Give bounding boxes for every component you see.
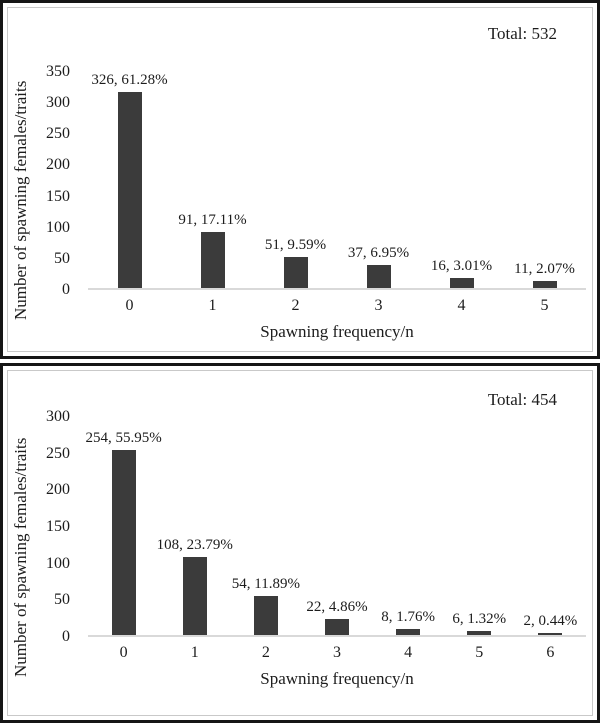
- bar-group: 254, 55.95%: [85, 417, 162, 635]
- bar: [324, 619, 349, 635]
- bar-value-label: 91, 17.11%: [178, 211, 247, 228]
- bar-chart-bottom: Number of spawning females/traits 0 50 100…: [8, 409, 592, 699]
- plot-area: 254, 55.95% 108, 23.79% 54, 11.89% 22, 4.86…: [85, 417, 586, 637]
- plot-column: 254, 55.95% 108, 23.79% 54, 11.89% 22, 4.86…: [78, 417, 592, 689]
- x-tick-label: 2: [261, 644, 270, 661]
- bar-group: 16, 3.01%: [420, 72, 503, 288]
- plot-column: 326, 61.28% 91, 17.11% 51, 9.59% 37, 6.95% 1…: [78, 72, 592, 342]
- bar: [200, 231, 225, 288]
- y-tick-label: 250: [46, 444, 70, 462]
- y-tick-label: 100: [46, 554, 70, 572]
- x-tick-label: 0: [125, 297, 134, 314]
- y-tick-label: 0: [62, 281, 70, 298]
- x-tick-label: 5: [475, 644, 484, 661]
- bar: [538, 633, 563, 635]
- bar-value-label: 11, 2.07%: [514, 261, 575, 278]
- bar-value-label: 326, 61.28%: [91, 72, 168, 88]
- chart-panel-top: Total: 532 Number of spawning females/tr…: [0, 0, 600, 359]
- bar-value-label: 8, 1.76%: [381, 609, 435, 626]
- bar-value-label: 2, 0.44%: [523, 613, 578, 629]
- bar-group: 54, 11.89%: [230, 417, 301, 635]
- y-tick-label: 250: [46, 125, 70, 143]
- bar: [253, 595, 278, 635]
- y-tick-label: 300: [46, 408, 70, 425]
- bar-value-label: 16, 3.01%: [430, 258, 493, 275]
- bar-group: 108, 23.79%: [156, 417, 233, 635]
- bar: [182, 556, 207, 635]
- bar-value-label: 6, 1.32%: [452, 610, 507, 627]
- x-tick-label: 2: [291, 297, 300, 314]
- bar: [532, 281, 557, 288]
- bar-value-label: 54, 11.89%: [231, 575, 300, 592]
- bar-group: 6, 1.32%: [444, 417, 515, 635]
- y-tick-label: 150: [46, 187, 70, 205]
- y-axis-ticks: 0 50 100 150 200 250 300 350: [34, 64, 78, 298]
- y-tick-label: 300: [46, 94, 70, 112]
- bar: [283, 256, 308, 288]
- x-tick-label: 6: [546, 644, 555, 661]
- bar-group: 91, 17.11%: [171, 72, 254, 288]
- bar: [396, 629, 421, 635]
- x-tick-label: 3: [374, 297, 383, 314]
- y-axis-title: Number of spawning females/traits: [11, 80, 30, 320]
- bar-group: 22, 4.86%: [301, 417, 372, 635]
- y-tick-label: 50: [54, 591, 70, 609]
- bar-value-label: 254, 55.95%: [85, 430, 162, 447]
- bar-group: 2, 0.44%: [515, 417, 586, 635]
- y-tick-label: 150: [46, 518, 70, 535]
- x-tick-label: 4: [404, 644, 413, 661]
- bar-group: 11, 2.07%: [503, 72, 586, 288]
- y-tick-label: 200: [46, 156, 70, 174]
- x-tick-label: 1: [190, 644, 199, 661]
- y-tick-label: 200: [46, 481, 70, 499]
- bar-group: 51, 9.59%: [254, 72, 337, 288]
- x-tick-label: 0: [119, 644, 128, 661]
- bar: [366, 265, 391, 288]
- bar-value-label: 51, 9.59%: [264, 236, 327, 253]
- bar-value-label: 108, 23.79%: [156, 536, 233, 553]
- y-tick-label: 0: [62, 628, 70, 645]
- x-tick-label: 5: [540, 297, 549, 314]
- bar-group: 8, 1.76%: [373, 417, 444, 635]
- x-axis-title: Spawning frequency/n: [260, 669, 414, 688]
- x-axis-ticks: 0 1 2 3 4 5 6: [88, 637, 586, 662]
- y-axis-ticks: 0 50 100 150 200 250 300: [34, 409, 78, 645]
- x-axis-ticks: 0 1 2 3 4 5: [88, 290, 586, 315]
- bar: [117, 92, 142, 288]
- x-tick-label: 3: [332, 644, 341, 661]
- y-axis-title: Number of spawning females/traits: [11, 437, 30, 677]
- chart-panel-bottom: Total: 454 Number of spawning females/tr…: [0, 363, 600, 723]
- bar: [449, 278, 474, 288]
- plot-area: 326, 61.28% 91, 17.11% 51, 9.59% 37, 6.95% 1…: [88, 72, 586, 290]
- bar-chart-top: Number of spawning females/traits 0 50 100…: [8, 64, 592, 342]
- y-tick-label: 350: [46, 63, 70, 80]
- chart-area-top: Total: 532 Number of spawning females/tr…: [7, 7, 593, 352]
- bar-group: 326, 61.28%: [88, 72, 171, 288]
- x-tick-label: 4: [457, 297, 466, 314]
- bar: [111, 450, 136, 635]
- bar: [467, 630, 492, 635]
- y-tick-label: 50: [54, 249, 70, 267]
- y-tick-label: 100: [46, 218, 70, 236]
- total-annotation: Total: 454: [487, 390, 557, 409]
- x-axis-title: Spawning frequency/n: [260, 322, 414, 341]
- bar-value-label: 22, 4.86%: [306, 599, 368, 616]
- bar-value-label: 37, 6.95%: [347, 245, 410, 262]
- bar-group: 37, 6.95%: [337, 72, 420, 288]
- chart-area-bottom: Total: 454 Number of spawning females/tr…: [7, 370, 593, 716]
- x-tick-label: 1: [208, 297, 217, 314]
- total-annotation: Total: 532: [487, 24, 557, 43]
